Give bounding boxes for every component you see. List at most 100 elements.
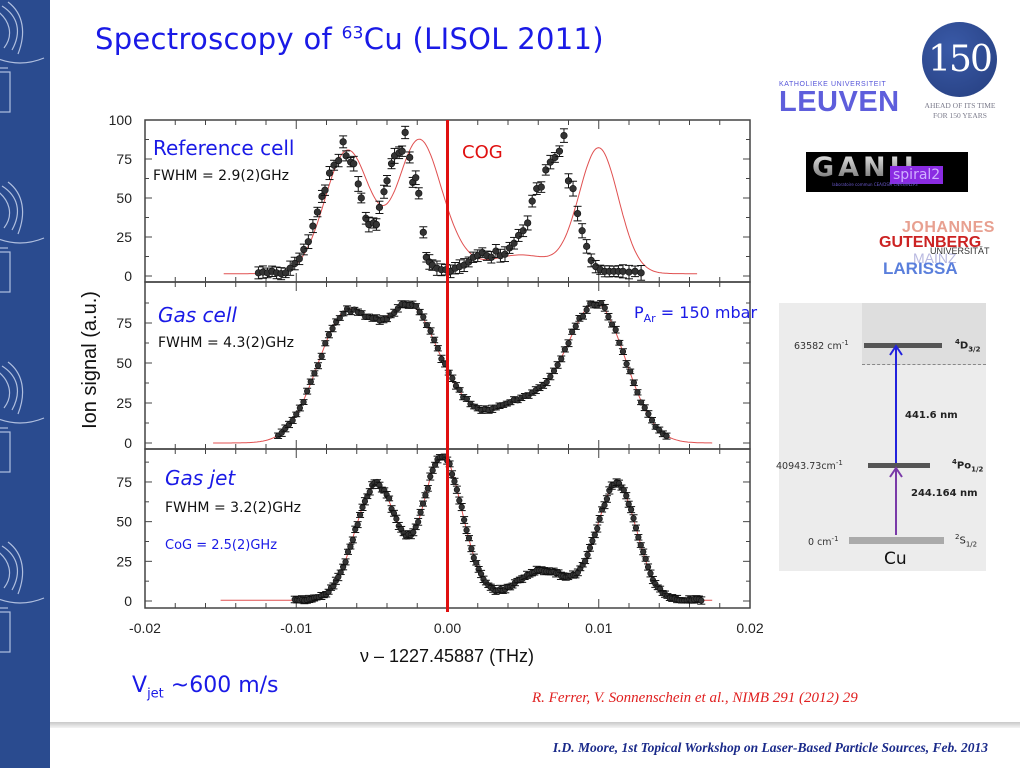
data-point — [537, 183, 545, 191]
data-point — [350, 160, 358, 168]
footer-divider — [50, 722, 1020, 728]
anniversary-logo: 150 — [922, 22, 997, 97]
data-point — [431, 336, 438, 344]
data-point — [456, 497, 463, 504]
y-tick-label: 25 — [116, 395, 132, 411]
y-tick-label: 75 — [116, 315, 132, 331]
data-point — [448, 471, 456, 478]
sidebar-decoration — [0, 0, 50, 768]
data-point — [603, 495, 611, 503]
data-point — [335, 156, 343, 165]
jgu-mainz: MAINZ — [913, 250, 957, 266]
data-point — [356, 511, 364, 519]
term-2s12: 2S1/2 — [955, 533, 978, 549]
data-point — [647, 570, 654, 577]
data-point — [393, 515, 400, 522]
y-tick-label: 0 — [124, 268, 132, 284]
anniversary-tagline: AHEAD OF ITS TIME FOR 150 YEARS — [915, 101, 1005, 121]
data-point — [561, 346, 568, 353]
panel-gas-jet: 0 25 50 75 Gas jet FWHM = 3.2(2)GHz CoG = 2.5(… — [116, 448, 751, 609]
wavelength-441: 441.6 nm — [905, 410, 958, 421]
level-energy-0: 0 cm-1 — [808, 535, 839, 549]
x-tick-label: 0.01 — [585, 620, 612, 636]
data-point — [375, 203, 384, 211]
data-point — [625, 268, 633, 276]
data-point — [325, 331, 333, 338]
data-point — [551, 153, 559, 162]
data-point — [640, 548, 647, 555]
y-tick-label: 0 — [124, 435, 132, 451]
data-point — [583, 242, 591, 250]
jet-velocity-label: Vjet ~600 m/s — [132, 673, 279, 702]
data-point — [453, 486, 460, 493]
data-point — [463, 527, 470, 534]
level-bar-4p12 — [868, 463, 930, 468]
data-point — [612, 326, 619, 333]
data-point — [627, 368, 634, 375]
data-point — [620, 487, 627, 494]
x-tick-label: -0.02 — [129, 620, 161, 636]
y-tick-label: 100 — [109, 112, 133, 128]
data-point — [501, 250, 509, 258]
data-point — [282, 269, 290, 277]
data-point — [572, 323, 579, 330]
data-point — [429, 467, 436, 474]
data-point — [420, 313, 427, 321]
data-point — [554, 361, 561, 369]
spiral2-badge: spiral2 — [890, 166, 944, 184]
data-point — [300, 245, 308, 254]
data-point — [410, 529, 417, 536]
data-point — [380, 188, 388, 196]
arrow-244-head — [889, 466, 903, 478]
reference-citation: R. Ferrer, V. Sonnenschein et al., NIMB … — [532, 690, 858, 706]
title-suffix: (LISOL 2011) — [403, 22, 604, 56]
data-point — [394, 305, 401, 312]
data-point — [321, 186, 329, 194]
data-point — [642, 555, 649, 563]
fwhm-label: FWHM = 4.3(2)GHz — [158, 335, 294, 351]
data-point — [318, 353, 325, 360]
data-point — [282, 425, 289, 432]
data-point — [339, 138, 347, 146]
data-point — [623, 492, 630, 499]
data-point — [601, 502, 608, 509]
data-point — [623, 360, 630, 368]
data-point — [584, 551, 591, 559]
y-tick-label: 50 — [116, 355, 132, 371]
panel-title: Reference cell — [153, 136, 294, 160]
data-point — [619, 348, 627, 355]
data-point — [634, 389, 641, 396]
slide-title: Spectroscopy of 63Cu (LISOL 2011) — [95, 22, 604, 56]
data-point — [307, 378, 314, 385]
data-point — [594, 525, 601, 532]
data-point — [412, 174, 420, 182]
cog-value-label: CoG = 2.5(2)GHz — [165, 538, 277, 553]
data-point — [637, 541, 644, 549]
arrow-441-head — [889, 344, 903, 356]
data-point — [314, 362, 322, 369]
data-point — [391, 309, 398, 316]
data-point — [449, 375, 456, 382]
data-point — [412, 302, 420, 310]
data-point — [648, 417, 656, 424]
leuven-logo-top: KATHOLIEKE UNIVERSITEIT — [779, 81, 887, 88]
data-point — [630, 515, 637, 522]
footer-credit: I.D. Moore, 1st Topical Workshop on Lase… — [552, 740, 988, 755]
ganil-subtitle: laboratoire commun CEA/DSM CNRS/IN2P3 — [832, 182, 918, 187]
data-point — [342, 558, 349, 565]
y-tick-label: 50 — [116, 190, 132, 206]
data-point — [456, 386, 463, 393]
term-4d32: 4D3/2 — [955, 338, 981, 354]
data-point — [309, 222, 317, 230]
y-tick-label: 75 — [116, 474, 132, 490]
panel-title: Gas jet — [165, 466, 236, 490]
term-4p12: 4Po1/2 — [952, 458, 984, 474]
upper-level-band — [862, 303, 986, 365]
y-tick-label: 50 — [116, 514, 132, 530]
data-point — [337, 569, 344, 576]
x-tick-label: 0.00 — [434, 620, 461, 636]
data-point — [419, 500, 427, 507]
data-point — [524, 219, 532, 227]
data-point — [336, 314, 343, 322]
